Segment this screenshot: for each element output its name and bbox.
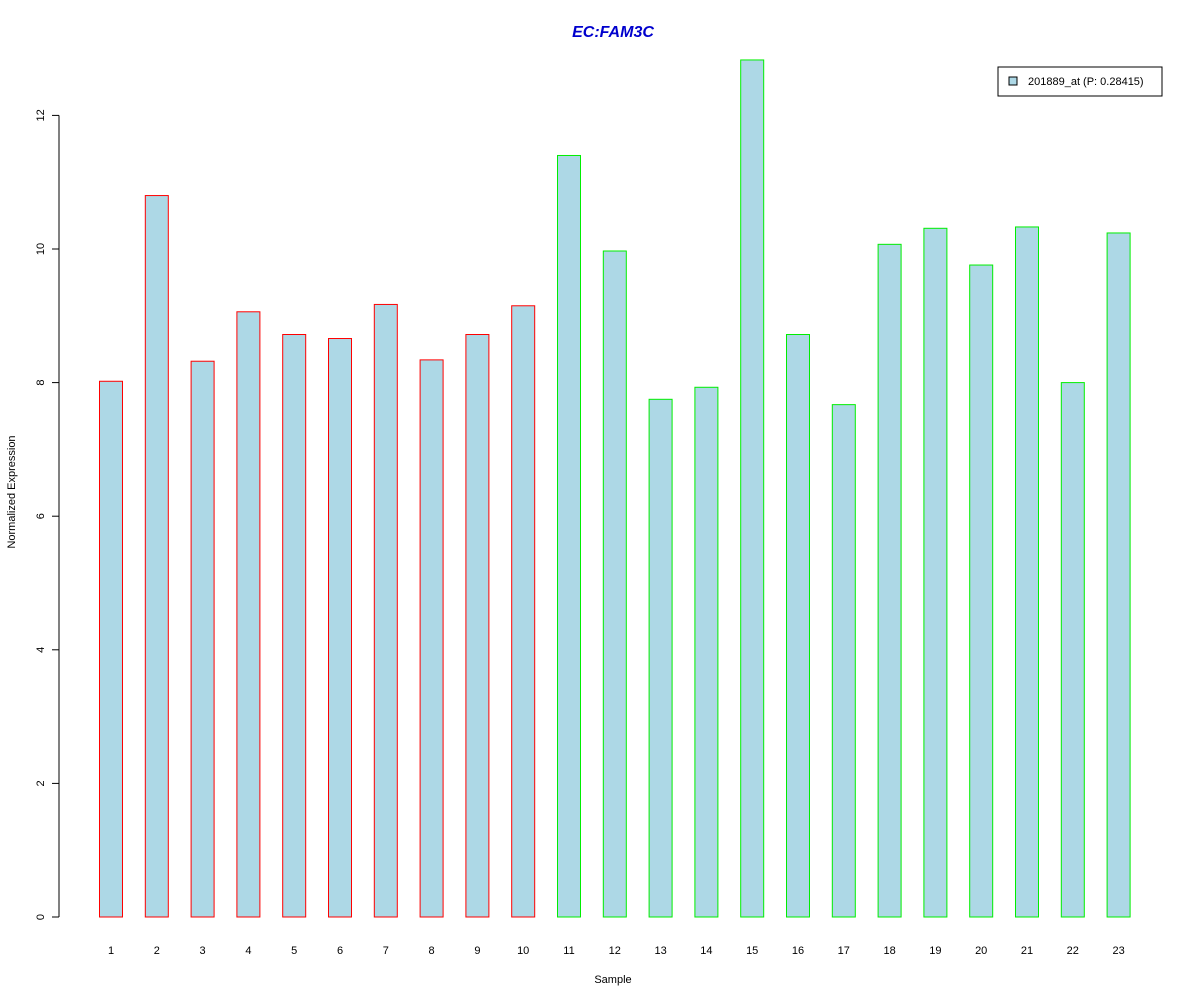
bar-sample-11 bbox=[557, 154, 581, 918]
x-tick-label: 17 bbox=[838, 945, 850, 957]
x-tick-label: 5 bbox=[291, 945, 297, 957]
y-axis: 0 2 4 6 8 10 12 bbox=[35, 109, 60, 920]
x-tick-label: 1 bbox=[108, 945, 114, 957]
bar-sample-8 bbox=[419, 359, 444, 918]
legend-label: 201889_at (P: 0.28415) bbox=[1028, 76, 1144, 88]
y-tick-label: 4 bbox=[35, 647, 47, 653]
bar-sample-6 bbox=[328, 338, 352, 918]
y-tick-label: 6 bbox=[35, 513, 47, 519]
bar-sample-10 bbox=[511, 305, 536, 918]
x-tick-label: 13 bbox=[654, 945, 666, 957]
x-tick-label: 4 bbox=[245, 945, 251, 957]
legend-swatch bbox=[1008, 76, 1018, 86]
bar-sample-3 bbox=[190, 360, 215, 918]
bar-sample-21 bbox=[1015, 226, 1039, 918]
x-tick-label: 20 bbox=[975, 945, 987, 957]
bar-sample-15 bbox=[740, 59, 765, 918]
bar-sample-4 bbox=[236, 311, 261, 918]
chart-title: EC:FAM3C bbox=[572, 24, 654, 41]
x-tick-label: 12 bbox=[609, 945, 621, 957]
y-tick-label: 2 bbox=[35, 780, 47, 786]
x-tick-label: 11 bbox=[563, 945, 574, 957]
bar-sample-22 bbox=[1060, 382, 1085, 918]
bar-sample-12 bbox=[602, 250, 627, 918]
x-tick-label: 6 bbox=[337, 945, 343, 957]
bar-sample-9 bbox=[465, 334, 490, 918]
x-axis-title: Sample bbox=[594, 974, 631, 986]
bars-group bbox=[99, 59, 1131, 918]
x-tick-label: 14 bbox=[700, 945, 712, 957]
y-tick-label: 0 bbox=[35, 914, 47, 920]
x-tick-label: 15 bbox=[746, 945, 758, 957]
legend: 201889_at (P: 0.28415) bbox=[997, 66, 1163, 97]
bar-sample-7 bbox=[373, 303, 398, 918]
bar-sample-17 bbox=[831, 404, 856, 918]
x-tick-label: 22 bbox=[1067, 945, 1079, 957]
bar-sample-16 bbox=[786, 334, 810, 918]
bar-sample-23 bbox=[1106, 232, 1131, 918]
x-tick-label: 16 bbox=[792, 945, 804, 957]
x-tick-label: 19 bbox=[929, 945, 941, 957]
x-tick-label: 10 bbox=[517, 945, 529, 957]
bar-sample-14 bbox=[694, 386, 719, 918]
y-tick-label: 12 bbox=[35, 109, 47, 121]
x-tick-label: 21 bbox=[1021, 945, 1033, 957]
bar-sample-13 bbox=[648, 398, 673, 918]
legend-box bbox=[997, 66, 1163, 97]
x-tick-label: 18 bbox=[883, 945, 895, 957]
bar-sample-5 bbox=[282, 334, 307, 918]
x-tick-label: 9 bbox=[474, 945, 480, 957]
x-tick-label: 2 bbox=[154, 945, 160, 957]
bar-sample-2 bbox=[144, 195, 169, 918]
x-tick-label: 7 bbox=[383, 945, 389, 957]
x-tick-label: 3 bbox=[200, 945, 206, 957]
x-tick-label: 8 bbox=[429, 945, 435, 957]
bar-sample-20 bbox=[969, 264, 994, 918]
bar-sample-18 bbox=[877, 243, 902, 918]
bar-sample-19 bbox=[923, 227, 948, 918]
y-axis-title: Normalized Expression bbox=[6, 435, 18, 548]
x-tick-labels: 1 2 3 4 5 6 7 8 9 10 11 12 13 14 15 16 17 18 19 20 21 22 23 bbox=[108, 945, 1125, 957]
bar-sample-1 bbox=[99, 380, 123, 918]
y-tick-label: 10 bbox=[35, 243, 47, 255]
x-tick-label: 23 bbox=[1112, 945, 1124, 957]
y-tick-label: 8 bbox=[35, 380, 47, 386]
